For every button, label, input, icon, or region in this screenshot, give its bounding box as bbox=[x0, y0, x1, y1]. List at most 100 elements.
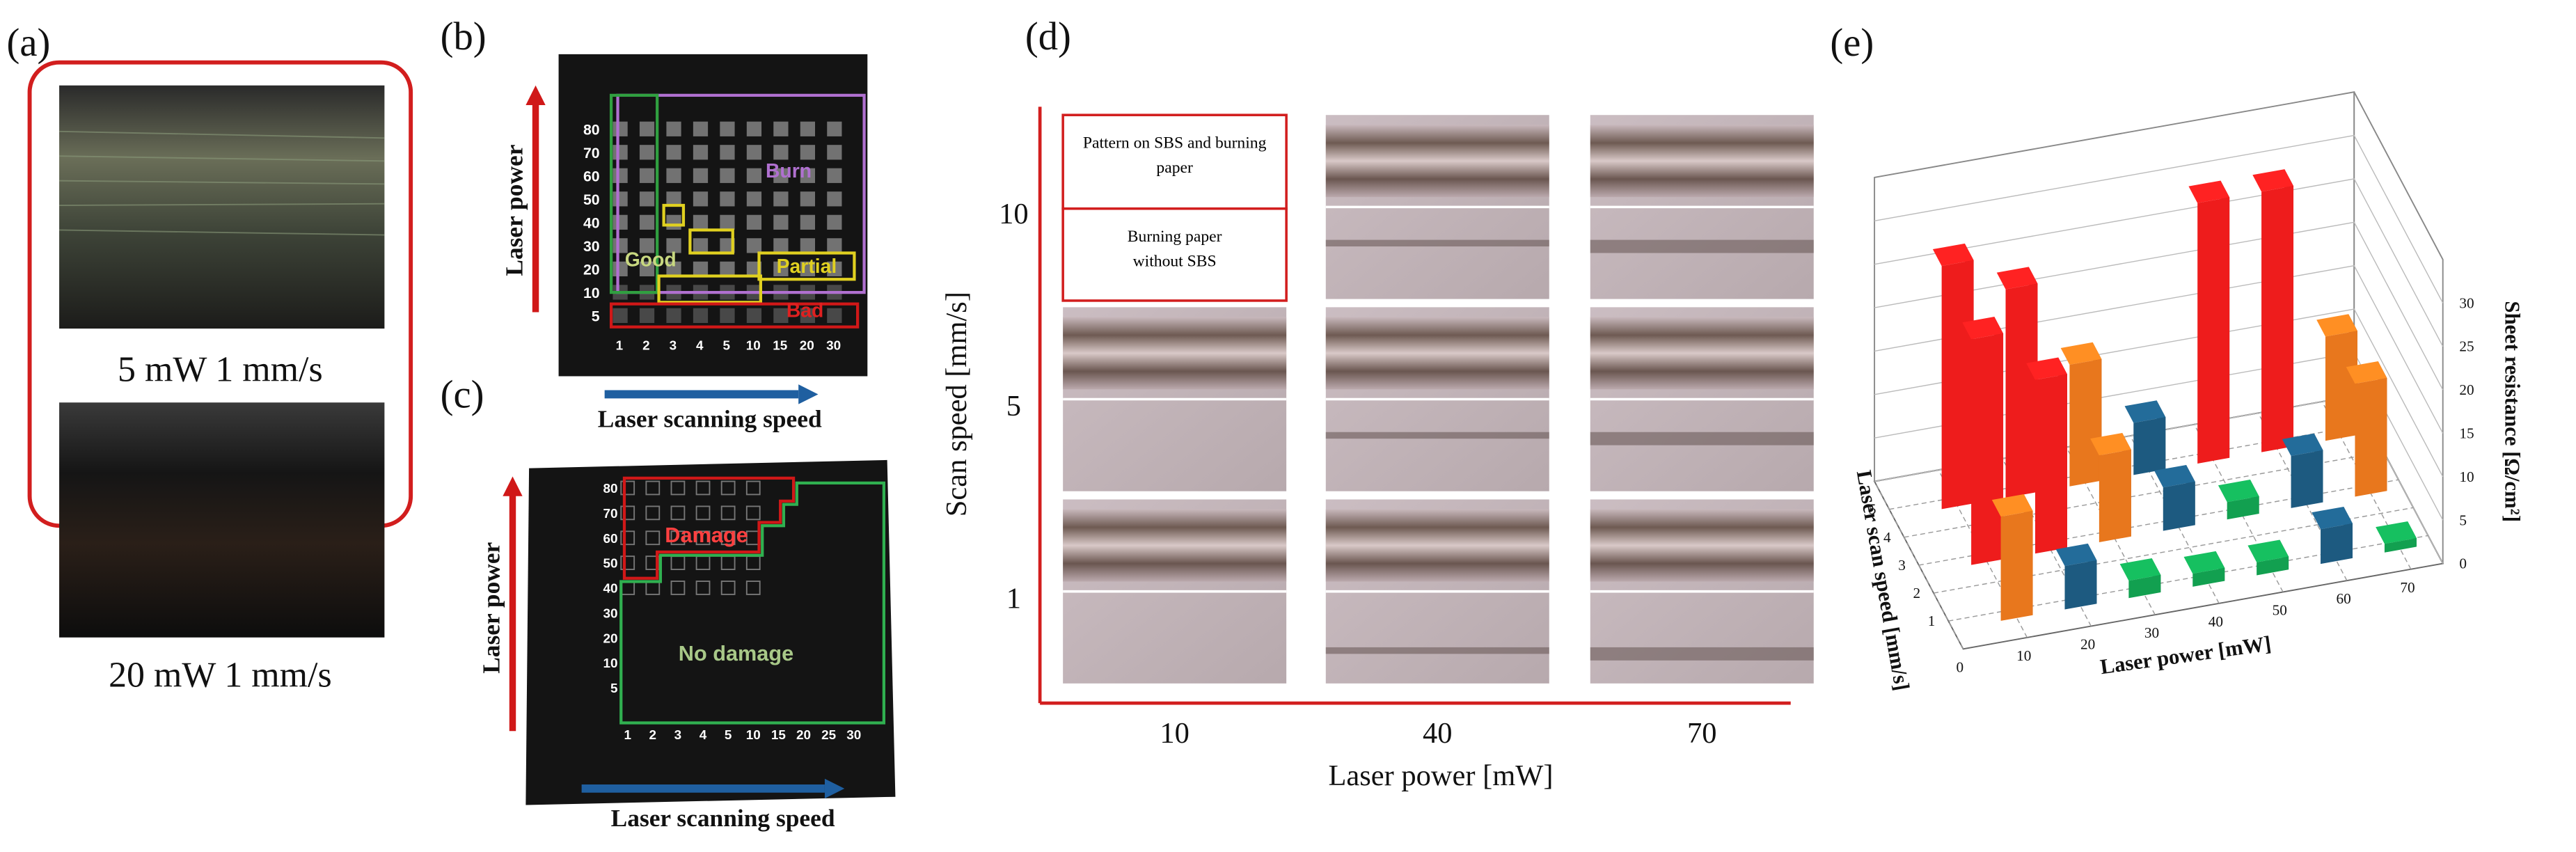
sample-square bbox=[639, 121, 655, 136]
z-tick-label: 25 bbox=[2459, 338, 2474, 355]
z-axis-label: Sheet resistance [Ω/cm²] bbox=[2500, 301, 2524, 522]
col-label: 15 bbox=[771, 728, 786, 743]
burn-line bbox=[1325, 647, 1549, 654]
region-outline bbox=[609, 302, 860, 329]
photo-pattern bbox=[1325, 125, 1549, 198]
axis-label: Laser scanning speed bbox=[611, 804, 835, 832]
y-tick-label: 5 bbox=[1869, 501, 1876, 518]
sample-square bbox=[613, 121, 628, 136]
y-tick-label: 4 bbox=[1883, 529, 1891, 546]
row-label: 70 bbox=[583, 145, 600, 161]
col-label: 4 bbox=[696, 339, 704, 354]
bar-top bbox=[2055, 543, 2097, 567]
sample-square bbox=[639, 238, 655, 253]
panel-label: (a) bbox=[7, 22, 51, 65]
region-outline bbox=[619, 481, 886, 725]
row-label: 5 bbox=[1006, 390, 1021, 423]
photo-pattern bbox=[1325, 509, 1549, 582]
row-label: 80 bbox=[603, 482, 618, 496]
bar bbox=[2376, 521, 2417, 553]
sample-square bbox=[720, 261, 735, 276]
bar bbox=[2247, 539, 2289, 576]
axis-label: Laser power [mW] bbox=[1328, 759, 1553, 792]
row-label: 50 bbox=[583, 191, 600, 208]
sample-square bbox=[639, 214, 655, 230]
sample-square bbox=[666, 168, 681, 183]
y-tick-label: 3 bbox=[1898, 557, 1906, 574]
sample-square bbox=[613, 214, 628, 230]
panel-e: (e) 05101520253012345010203040506070Lase… bbox=[1830, 22, 2524, 692]
photo bbox=[526, 459, 896, 805]
x-tick-label: 10 bbox=[2016, 647, 2031, 664]
bar-top bbox=[2119, 558, 2161, 581]
sample-square bbox=[720, 505, 736, 521]
sample-square bbox=[645, 505, 661, 521]
z-tick-label: 15 bbox=[2459, 425, 2474, 441]
x-tick-label: 50 bbox=[2273, 602, 2287, 619]
bar-front bbox=[1941, 260, 1974, 510]
grid-line bbox=[1874, 178, 2444, 347]
bar bbox=[2026, 357, 2067, 554]
sample-square bbox=[639, 261, 655, 276]
panel-label: (b) bbox=[441, 15, 487, 58]
col-label: 25 bbox=[821, 728, 836, 743]
bar bbox=[2183, 551, 2225, 587]
sample-square bbox=[645, 480, 661, 496]
bar-front bbox=[2069, 358, 2102, 487]
photo-pattern bbox=[1063, 317, 1287, 390]
sample-square bbox=[746, 168, 762, 183]
sample-square bbox=[666, 214, 681, 230]
sample-square bbox=[693, 238, 709, 253]
axis-label: Laser power bbox=[477, 542, 505, 674]
region-label: Bad bbox=[787, 300, 824, 322]
sample-square bbox=[800, 168, 815, 183]
legend-box bbox=[1061, 207, 1288, 302]
row-label: 60 bbox=[583, 168, 600, 185]
col-label: 70 bbox=[1687, 717, 1716, 750]
sample-square bbox=[613, 308, 628, 324]
bar bbox=[2218, 480, 2259, 520]
col-label: 15 bbox=[773, 339, 787, 354]
legend-entry: Burning paper without SBS bbox=[1127, 228, 1222, 271]
x-tick-label: 30 bbox=[2144, 624, 2159, 641]
col-label: 10 bbox=[746, 728, 761, 743]
bar-top bbox=[2060, 342, 2102, 365]
col-label: 5 bbox=[723, 339, 731, 354]
sample-square bbox=[613, 168, 628, 183]
bar-top bbox=[2282, 433, 2323, 457]
axis-label: Laser power bbox=[500, 145, 528, 276]
bar-top bbox=[2316, 314, 2357, 337]
col-label: 30 bbox=[826, 339, 841, 354]
bar-top bbox=[2026, 357, 2067, 380]
sample-square bbox=[670, 480, 686, 496]
sample-square bbox=[720, 238, 735, 253]
col-label: 3 bbox=[674, 728, 682, 743]
z-tick-label: 0 bbox=[2459, 555, 2467, 572]
sample-square bbox=[827, 121, 842, 136]
burn-line bbox=[1590, 647, 1814, 661]
row-label: 70 bbox=[603, 507, 618, 521]
col-label: 4 bbox=[700, 728, 707, 743]
col-label: 30 bbox=[846, 728, 861, 743]
row-label: 20 bbox=[603, 631, 618, 646]
sample-square bbox=[773, 214, 789, 230]
row-label: 60 bbox=[603, 532, 618, 546]
sample-square bbox=[720, 581, 736, 595]
bar-top bbox=[1996, 267, 2038, 290]
photo-pattern bbox=[1590, 125, 1814, 198]
sample-square bbox=[800, 308, 815, 324]
arrow-head bbox=[503, 476, 523, 496]
region-outline bbox=[616, 93, 866, 294]
panel-d: (d) Scan speed [mm/s] Laser power [mW] P… bbox=[940, 15, 1814, 792]
bar-front bbox=[2133, 417, 2166, 475]
bar bbox=[2346, 361, 2387, 497]
sample-square bbox=[693, 145, 709, 160]
bar-front bbox=[2128, 575, 2161, 599]
bar bbox=[2055, 543, 2097, 610]
sample-square bbox=[720, 145, 735, 160]
sample-square bbox=[620, 480, 635, 496]
sample-square bbox=[800, 238, 815, 253]
bar-front bbox=[2257, 556, 2289, 576]
col-label: 1 bbox=[624, 728, 631, 743]
